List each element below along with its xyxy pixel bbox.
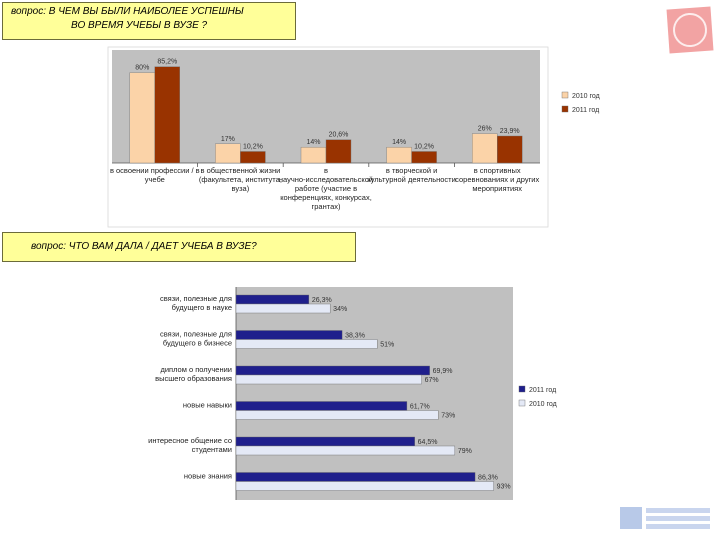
chart2-bar-2010-1 bbox=[235, 339, 378, 349]
chart2-value-label: 61,7% bbox=[410, 404, 430, 411]
chart1-value-label: 10,2% bbox=[414, 143, 434, 150]
chart2-bar-2011-4 bbox=[235, 436, 415, 447]
chart2-category-label: новые знания bbox=[184, 472, 232, 481]
chart1-category-label: в общественной жизни (факультета, институ… bbox=[199, 166, 282, 193]
chart1-value-label: 17% bbox=[221, 136, 235, 143]
chart2-bar-2010-4 bbox=[235, 445, 456, 456]
chart1-legend-swatch bbox=[561, 105, 569, 113]
chart1-category-label: в научно-исследовательской работе (участие… bbox=[279, 166, 373, 211]
chart1-bar-2011-4 bbox=[497, 135, 523, 164]
chart2-value-label: 26,3% bbox=[312, 297, 332, 304]
chart2-plot-area bbox=[236, 287, 513, 500]
question-1-line-2: ВО ВРЕМЯ УЧЕБЫ В ВУЗЕ ? bbox=[71, 20, 208, 31]
chart1-legend-label: 2011 год bbox=[572, 107, 599, 114]
chart2-value-label: 34% bbox=[333, 306, 347, 313]
chart2-category-label: интересное общение со студентами bbox=[148, 436, 232, 454]
chart2-value-label: 93% bbox=[497, 484, 511, 491]
chart1-category-label: в спортивных соревнованиях и других меропр… bbox=[455, 166, 539, 193]
chart2-bar-2011-5 bbox=[235, 472, 476, 482]
chart1-bar-2011-2 bbox=[325, 139, 352, 164]
chart1-bar-2010-2 bbox=[300, 146, 327, 164]
chart1-legend-swatch bbox=[561, 91, 569, 99]
question-1-line-1: вопрос: В ЧЕМ ВЫ БЫЛИ НАИБОЛЕЕ УСПЕШНЫ bbox=[11, 6, 244, 17]
chart2-category-label: диплом о получении высшего образования bbox=[155, 365, 232, 383]
chart2-value-label: 73% bbox=[441, 413, 455, 420]
chart1-plot-area bbox=[112, 50, 540, 163]
chart1-value-label: 80% bbox=[135, 65, 149, 72]
chart2-category-label: связи, полезные для будущего в науке bbox=[160, 294, 232, 312]
chart1-bar-2011-3 bbox=[411, 151, 437, 164]
chart2-value-label: 79% bbox=[458, 448, 472, 455]
chart2-bar-2011-2 bbox=[235, 365, 430, 376]
chart2-value-label: 51% bbox=[380, 342, 394, 349]
chart1-bar-2011-0 bbox=[154, 66, 181, 164]
chart1-value-label: 10,2% bbox=[243, 143, 263, 150]
chart1-value-label: 26% bbox=[478, 126, 492, 133]
chart1-category-label: в творческой и культурной деятельности bbox=[367, 166, 455, 184]
chart2-category-label: связи, полезные для будущего в бизнесе bbox=[160, 330, 232, 348]
question-1-box: вопрос: В ЧЕМ ВЫ БЫЛИ НАИБОЛЕЕ УСПЕШНЫ В… bbox=[2, 2, 296, 40]
chart1-category-label: в освоении профессии / в учебе bbox=[110, 166, 200, 184]
chart2-legend-swatch bbox=[518, 385, 526, 393]
logo-icon bbox=[666, 6, 714, 54]
chart2-bar-2010-3 bbox=[235, 410, 439, 420]
chart2-bar-2010-0 bbox=[235, 303, 331, 314]
chart1-value-label: 14% bbox=[306, 139, 320, 146]
chart1-bar-2010-1 bbox=[215, 143, 241, 164]
chart2-bar-2011-0 bbox=[235, 294, 310, 305]
chart2-value-label: 67% bbox=[425, 377, 439, 384]
chart2-bar-2010-5 bbox=[235, 481, 494, 491]
chart1-value-label: 20,6% bbox=[329, 132, 349, 139]
chart1-bar-2010-4 bbox=[472, 133, 498, 164]
chart2-value-label: 64,5% bbox=[418, 439, 438, 446]
chart2-bar-2010-2 bbox=[235, 374, 422, 385]
chart2-legend-label: 2011 год bbox=[529, 387, 556, 394]
chart1-legend-label: 2010 год bbox=[572, 93, 600, 100]
chart2-category-label: новые навыки bbox=[183, 401, 232, 410]
chart1-bar-2010-3 bbox=[386, 146, 412, 164]
chart2-legend-swatch bbox=[518, 399, 526, 407]
question-2-box: вопрос: ЧТО ВАМ ДАЛА / ДАЕТ УЧЕБА В ВУЗЕ… bbox=[2, 232, 356, 262]
chart1-value-label: 85,2% bbox=[157, 59, 177, 66]
chart2-value-label: 38,3% bbox=[345, 333, 365, 340]
chart2-bar-2011-1 bbox=[235, 330, 343, 340]
chart1-bar-2011-1 bbox=[240, 151, 266, 164]
chart1-frame bbox=[107, 46, 549, 228]
brand-logo-icon bbox=[620, 504, 710, 532]
chart1-value-label: 14% bbox=[392, 139, 406, 146]
chart1-bar-2010-0 bbox=[129, 72, 156, 164]
chart2-value-label: 86,3% bbox=[478, 475, 498, 482]
chart2-legend-label: 2010 год bbox=[529, 401, 557, 408]
chart2-bar-2011-3 bbox=[235, 401, 408, 411]
chart2-value-label: 69,9% bbox=[433, 368, 453, 375]
chart1-value-label: 23,9% bbox=[500, 128, 520, 135]
